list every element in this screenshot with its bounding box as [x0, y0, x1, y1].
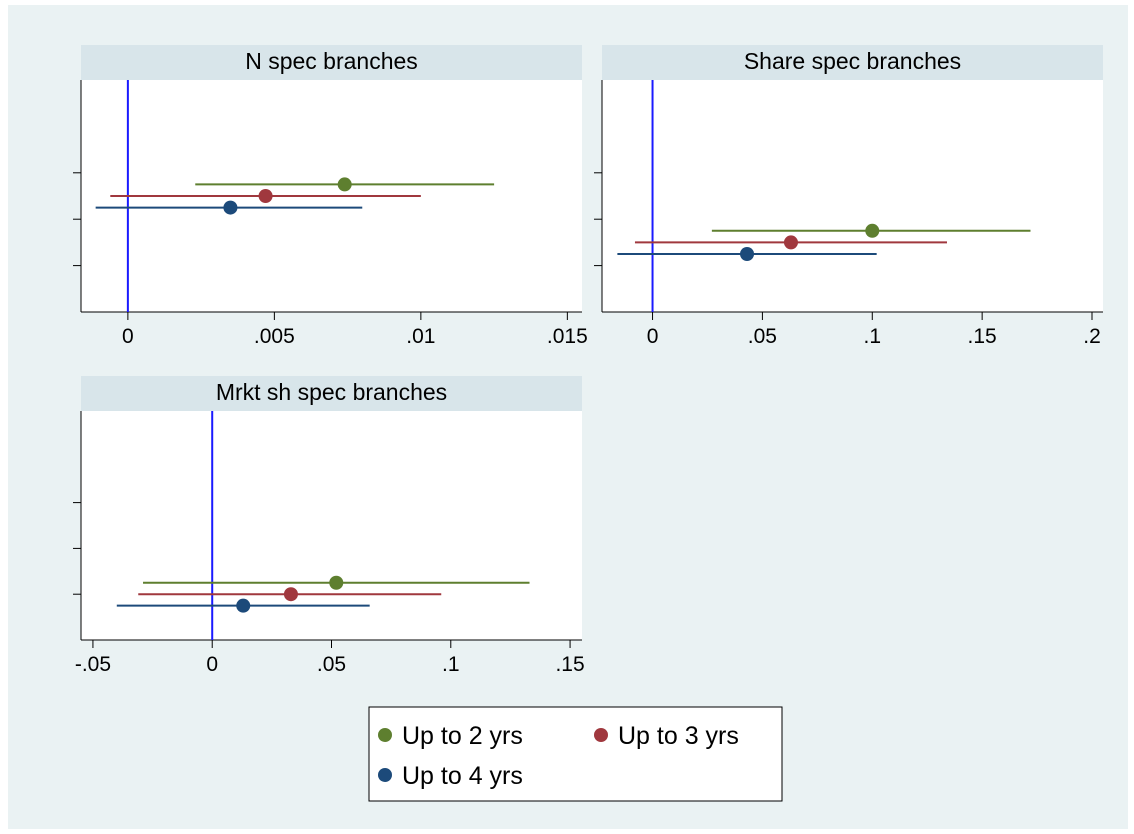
point-estimate-up-to-2-yrs [865, 223, 880, 238]
panel-n-spec-branches: N spec branches 0 .005 .01 .015 [73, 45, 588, 348]
legend-label-up-to-3-yrs: Up to 3 yrs [618, 722, 739, 750]
panels: N spec branches 0 .005 .01 .015 Share spec br… [73, 45, 1103, 676]
panel-title: Mrkt sh spec branches [216, 379, 447, 405]
point-estimate-up-to-4-yrs [236, 598, 251, 613]
legend-marker-up-to-2-yrs [378, 728, 392, 742]
panel-title-strip [81, 376, 582, 411]
chart-svg: N spec branches 0 .005 .01 .015 Share spec br… [73, 45, 1103, 802]
point-estimate-up-to-3-yrs [258, 189, 273, 203]
point-estimate-up-to-3-yrs [283, 587, 298, 602]
x-tick-label: 0 [647, 325, 659, 348]
point-estimate-up-to-4-yrs [740, 247, 755, 261]
panel-title-strip [602, 45, 1103, 80]
legend: Up to 2 yrs Up to 3 yrs Up to 4 yrs [368, 706, 783, 802]
x-tick-label: .01 [406, 325, 435, 348]
x-tick-label: 0 [206, 653, 218, 676]
chart-figure: N spec branches 0 .005 .01 .015 Share spec br… [8, 5, 1128, 829]
x-tick-label: .15 [968, 325, 997, 348]
plot-area [81, 411, 582, 640]
panel-title: N spec branches [245, 48, 418, 74]
x-tick-label: .2 [1083, 325, 1101, 348]
x-tick-label: .1 [442, 653, 460, 676]
legend-label-up-to-2-yrs: Up to 2 yrs [402, 722, 523, 750]
x-tick-label: -.05 [75, 653, 111, 676]
plot-area [602, 80, 1103, 312]
point-estimate-up-to-4-yrs [223, 200, 238, 215]
x-tick-label: .015 [547, 325, 588, 348]
legend-marker-up-to-3-yrs [594, 728, 608, 742]
x-tick-label: 0 [122, 325, 134, 348]
panel-mrkt-sh-spec-branches: Mrkt sh spec branches -.05 0 .05 .1 .15 [73, 376, 585, 676]
point-estimate-up-to-2-yrs [329, 575, 344, 590]
x-tick-label: .05 [317, 653, 346, 676]
x-tick-label: .05 [748, 325, 777, 348]
point-estimate-up-to-3-yrs [783, 235, 798, 250]
x-tick-label: .1 [864, 325, 882, 348]
x-tick-label: .15 [555, 653, 584, 676]
legend-box [368, 706, 783, 802]
legend-marker-up-to-4-yrs [378, 768, 392, 782]
legend-label-up-to-4-yrs: Up to 4 yrs [402, 762, 523, 790]
panel-title: Share spec branches [744, 48, 961, 74]
panel-title-strip [81, 45, 582, 80]
panel-share-spec-branches: Share spec branches 0 .05 .1 .15 .2 [594, 45, 1103, 348]
x-tick-label: .005 [254, 325, 295, 348]
point-estimate-up-to-2-yrs [337, 177, 352, 192]
